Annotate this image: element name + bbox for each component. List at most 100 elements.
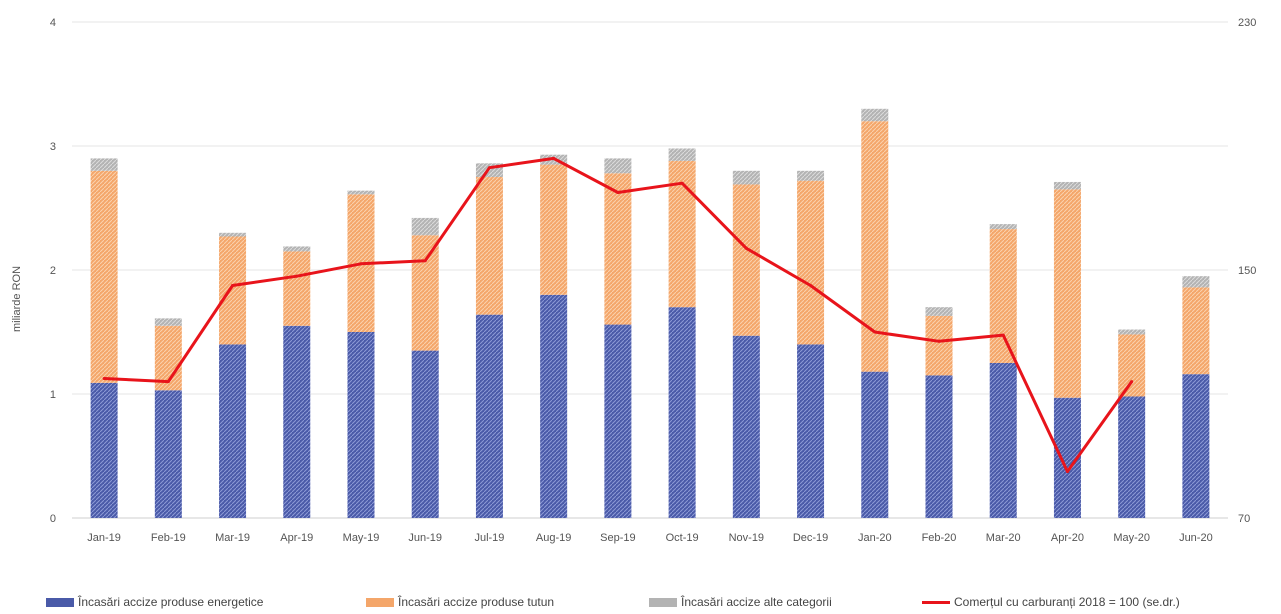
y-tick-label: 4 bbox=[50, 17, 56, 29]
legend-item-tobacco: Încasări accize produse tutun bbox=[366, 592, 554, 612]
legend-label-tobacco: Încasări accize produse tutun bbox=[398, 595, 555, 609]
fuel-trade-point bbox=[166, 380, 170, 384]
fuel-trade-point bbox=[680, 181, 684, 185]
line-series bbox=[102, 156, 1134, 473]
bars bbox=[90, 108, 1210, 518]
bar-energy bbox=[154, 390, 182, 518]
y-axis-label: miliarde RON bbox=[11, 266, 23, 332]
fuel-trade-point bbox=[1130, 380, 1134, 384]
y-axis-right: 70 150 230 bbox=[1238, 17, 1256, 525]
bar-energy bbox=[1182, 374, 1210, 518]
x-tick-label: Jun-19 bbox=[408, 532, 442, 544]
x-tick-label: Jan-19 bbox=[87, 532, 121, 544]
y-tick-label: 3 bbox=[50, 141, 56, 153]
x-tick-label: Nov-19 bbox=[729, 532, 764, 544]
gridlines bbox=[72, 21, 1228, 519]
y2-tick-label: 150 bbox=[1238, 265, 1256, 277]
legend-swatch-other bbox=[649, 597, 677, 607]
fuel-trade-point bbox=[616, 191, 620, 194]
legend-label-other: Încasări accize alte categorii bbox=[681, 595, 832, 609]
x-tick-label: Feb-20 bbox=[922, 532, 957, 544]
y-tick-label: 0 bbox=[50, 513, 56, 525]
bar-energy bbox=[347, 332, 375, 518]
bar-other bbox=[604, 158, 632, 174]
y2-tick-label: 70 bbox=[1238, 513, 1250, 525]
x-tick-label: Jun-20 bbox=[1179, 532, 1213, 544]
legend-label-energy: Încasări accize produse energetice bbox=[78, 595, 264, 609]
bar-other bbox=[90, 158, 118, 171]
bar-other bbox=[347, 190, 375, 195]
legend-item-fuel-trade: Comerțul cu carburanți 2018 = 100 (se.dr… bbox=[922, 592, 1180, 612]
bar-other bbox=[797, 170, 825, 181]
bar-energy bbox=[219, 344, 247, 518]
fuel-trade-point bbox=[423, 259, 427, 263]
bar-other bbox=[861, 108, 889, 122]
fuel-trade-point bbox=[487, 166, 491, 170]
bar-other bbox=[989, 224, 1017, 230]
bar-energy bbox=[411, 350, 439, 518]
y2-tick-label: 230 bbox=[1238, 17, 1256, 29]
bar-tobacco bbox=[540, 164, 568, 295]
x-tick-label: Feb-19 bbox=[151, 532, 186, 544]
legend-swatch-energy bbox=[46, 597, 74, 607]
x-axis: Jan-19 Feb-19 Mar-19 Apr-19 May-19 Jun-19 Jul-… bbox=[87, 532, 1212, 544]
x-tick-label: Apr-19 bbox=[280, 532, 313, 544]
bar-tobacco bbox=[411, 235, 439, 351]
bar-other bbox=[1182, 276, 1210, 288]
bar-other bbox=[1118, 329, 1146, 335]
x-tick-label: Jul-19 bbox=[474, 532, 504, 544]
bar-other bbox=[283, 246, 311, 252]
bar-tobacco bbox=[797, 180, 825, 345]
bar-tobacco bbox=[1118, 334, 1146, 397]
bar-tobacco bbox=[732, 184, 760, 336]
bar-tobacco bbox=[90, 170, 118, 383]
fuel-trade-point bbox=[744, 246, 748, 250]
bar-other bbox=[154, 318, 182, 326]
bar-tobacco bbox=[475, 177, 503, 315]
fuel-trade-point bbox=[1001, 333, 1005, 337]
x-tick-label: Jan-20 bbox=[858, 532, 892, 544]
bar-tobacco bbox=[1053, 189, 1081, 398]
bar-energy bbox=[861, 371, 889, 518]
bar-other bbox=[925, 307, 953, 316]
legend-label-fuel-trade: Comerțul cu carburanți 2018 = 100 (se.dr… bbox=[954, 595, 1180, 609]
bar-other bbox=[668, 148, 696, 161]
legend: Încasări accize produse energetice Încas… bbox=[46, 592, 1276, 612]
fuel-trade-point bbox=[552, 156, 556, 160]
bar-tobacco bbox=[1182, 287, 1210, 375]
bar-tobacco bbox=[861, 121, 889, 372]
x-tick-label: Aug-19 bbox=[536, 532, 571, 544]
bar-energy bbox=[540, 294, 568, 518]
bar-energy bbox=[283, 325, 311, 518]
y-tick-label: 2 bbox=[50, 265, 56, 277]
fuel-trade-point bbox=[295, 274, 299, 278]
bar-energy bbox=[732, 335, 760, 518]
fuel-trade-point bbox=[937, 339, 941, 343]
legend-item-energy: Încasări accize produse energetice bbox=[46, 592, 263, 612]
bar-energy bbox=[668, 307, 696, 518]
bar-energy bbox=[925, 375, 953, 518]
bar-tobacco bbox=[604, 173, 632, 325]
bar-energy bbox=[989, 363, 1017, 518]
bar-tobacco bbox=[219, 236, 247, 345]
bar-other bbox=[411, 217, 439, 236]
x-tick-label: Apr-20 bbox=[1051, 532, 1084, 544]
fuel-trade-point bbox=[1065, 470, 1069, 473]
y-tick-label: 1 bbox=[50, 389, 56, 401]
bar-energy bbox=[475, 314, 503, 518]
fuel-trade-point bbox=[102, 377, 106, 380]
x-tick-label: May-19 bbox=[343, 532, 380, 544]
fuel-trade-point bbox=[231, 284, 235, 287]
fuel-trade-point bbox=[873, 330, 877, 334]
x-tick-label: Mar-20 bbox=[986, 532, 1021, 544]
bar-energy bbox=[797, 344, 825, 518]
bar-other bbox=[219, 232, 247, 237]
bar-energy bbox=[1118, 396, 1146, 518]
legend-item-other: Încasări accize alte categorii bbox=[649, 592, 832, 612]
bar-tobacco bbox=[925, 315, 953, 376]
x-tick-label: Sep-19 bbox=[600, 532, 635, 544]
y-axis-left: 0 1 2 3 4 bbox=[50, 17, 56, 525]
x-tick-label: May-20 bbox=[1113, 532, 1150, 544]
bar-energy bbox=[604, 324, 632, 518]
